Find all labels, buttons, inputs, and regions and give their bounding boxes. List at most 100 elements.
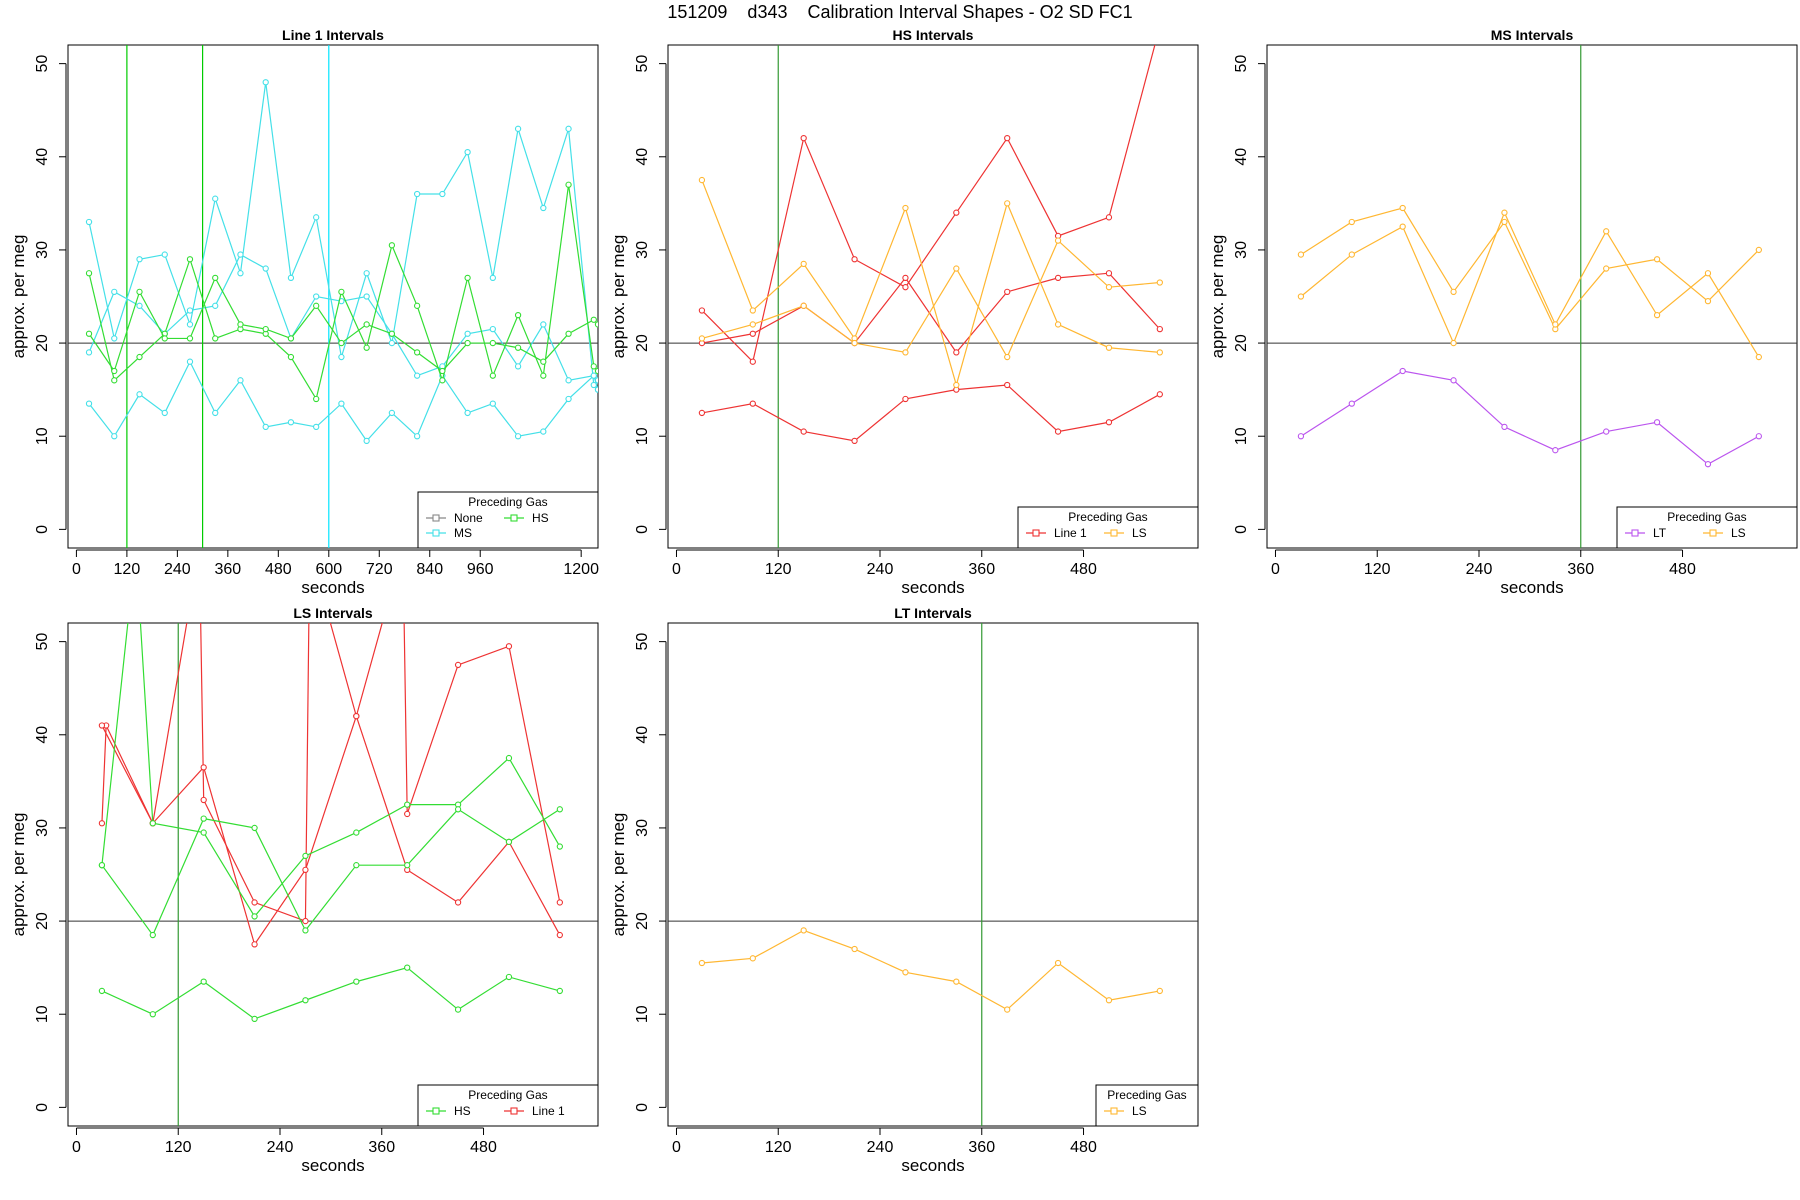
data-point [338, 339, 345, 347]
data-point [1348, 218, 1355, 226]
data-point [1105, 997, 1113, 1004]
legend: Preceding Gas None HS MS [417, 491, 599, 549]
x-tick-label: 600 [315, 561, 342, 578]
series-line-1 [701, 45, 1156, 363]
data-point [800, 260, 807, 268]
legend-marker [1032, 529, 1040, 537]
data-point [1004, 134, 1011, 142]
data-point [464, 409, 471, 417]
data-point [514, 344, 522, 351]
x-tick-label: 720 [366, 561, 393, 578]
data-point [1105, 419, 1113, 426]
panel-title: LS Intervals [293, 605, 373, 621]
data-point [212, 302, 219, 309]
data-point [439, 377, 446, 384]
y-tick-label: 10 [634, 1005, 651, 1023]
data-point [251, 941, 258, 948]
series-line-1 [88, 82, 598, 391]
legend-box [1017, 506, 1199, 549]
y-tick-label: 40 [1233, 148, 1250, 166]
data-point [200, 829, 207, 836]
y-tick-label: 30 [34, 819, 51, 837]
data-point [594, 386, 598, 393]
data-point [313, 293, 320, 300]
data-point [1348, 251, 1355, 258]
data-point [313, 395, 320, 403]
data-point [353, 829, 360, 836]
data-point [1156, 325, 1163, 333]
data-point [902, 274, 909, 282]
data-point [556, 806, 563, 813]
data-point [85, 349, 93, 356]
data-point [439, 190, 446, 198]
data-point [200, 978, 207, 985]
data-point [514, 363, 522, 370]
legend-marker [1110, 1107, 1118, 1115]
data-point [302, 852, 309, 860]
series-line-5 [101, 966, 560, 1020]
data-point [338, 400, 345, 407]
data-point [953, 209, 960, 216]
x-tick-label: 480 [1669, 561, 1696, 578]
panel-title: Line 1 Intervals [282, 27, 384, 43]
legend-title: Preceding Gas [468, 1088, 547, 1102]
data-point [200, 764, 207, 771]
data-point [111, 335, 118, 342]
data-point [1156, 349, 1163, 356]
data-point [98, 820, 106, 827]
x-tick-label: 120 [765, 561, 792, 578]
data-point [800, 927, 807, 934]
series-line-3 [701, 384, 1161, 442]
data-point [1755, 433, 1762, 440]
y-axis-label: approx. per meg [1208, 235, 1227, 359]
data-point [1054, 321, 1062, 328]
data-point [1054, 428, 1062, 435]
data-point [262, 79, 269, 86]
data-point [1156, 391, 1163, 398]
data-point [454, 899, 462, 906]
x-tick-label: 0 [72, 1139, 81, 1156]
plot-area [1267, 45, 1797, 548]
data-point [404, 801, 411, 808]
data-point [200, 796, 207, 804]
legend-label: Line 1 [532, 1104, 565, 1118]
data-point [388, 330, 396, 337]
data-point [953, 349, 960, 356]
data-point [1501, 209, 1508, 216]
data-point [98, 987, 106, 995]
x-tick-label: 120 [765, 1139, 792, 1156]
data-point [287, 419, 295, 426]
data-point [565, 125, 572, 132]
data-point [413, 190, 421, 198]
data-point [749, 330, 756, 337]
series-line-2 [1300, 211, 1760, 358]
x-tick-label: 480 [265, 561, 292, 578]
plot-area [68, 623, 598, 1126]
data-point [85, 330, 93, 337]
y-tick-label: 20 [34, 334, 51, 352]
data-point [556, 843, 563, 850]
x-tick-label: 360 [968, 1139, 995, 1156]
data-point [363, 321, 370, 328]
series-line-4 [101, 808, 561, 937]
data-point [111, 377, 118, 384]
y-tick-label: 0 [34, 1103, 51, 1112]
data-point [749, 400, 756, 407]
data-point [388, 339, 396, 347]
data-point [1399, 367, 1406, 375]
legend-label: MS [454, 526, 472, 540]
y-tick-label: 0 [634, 525, 651, 534]
chart-panel-1: Line 1 Intervals 0 120 240 360 480 600 720 840 96… [9, 27, 599, 597]
data-point [313, 214, 320, 221]
data-point [85, 270, 93, 277]
data-point [186, 358, 194, 365]
data-point [590, 372, 597, 379]
data-point [262, 325, 269, 333]
data-point [1399, 204, 1406, 212]
data-point [338, 353, 345, 361]
y-tick-label: 40 [634, 726, 651, 744]
data-point [1755, 353, 1762, 361]
data-point [237, 270, 244, 277]
x-tick-label: 240 [164, 561, 191, 578]
